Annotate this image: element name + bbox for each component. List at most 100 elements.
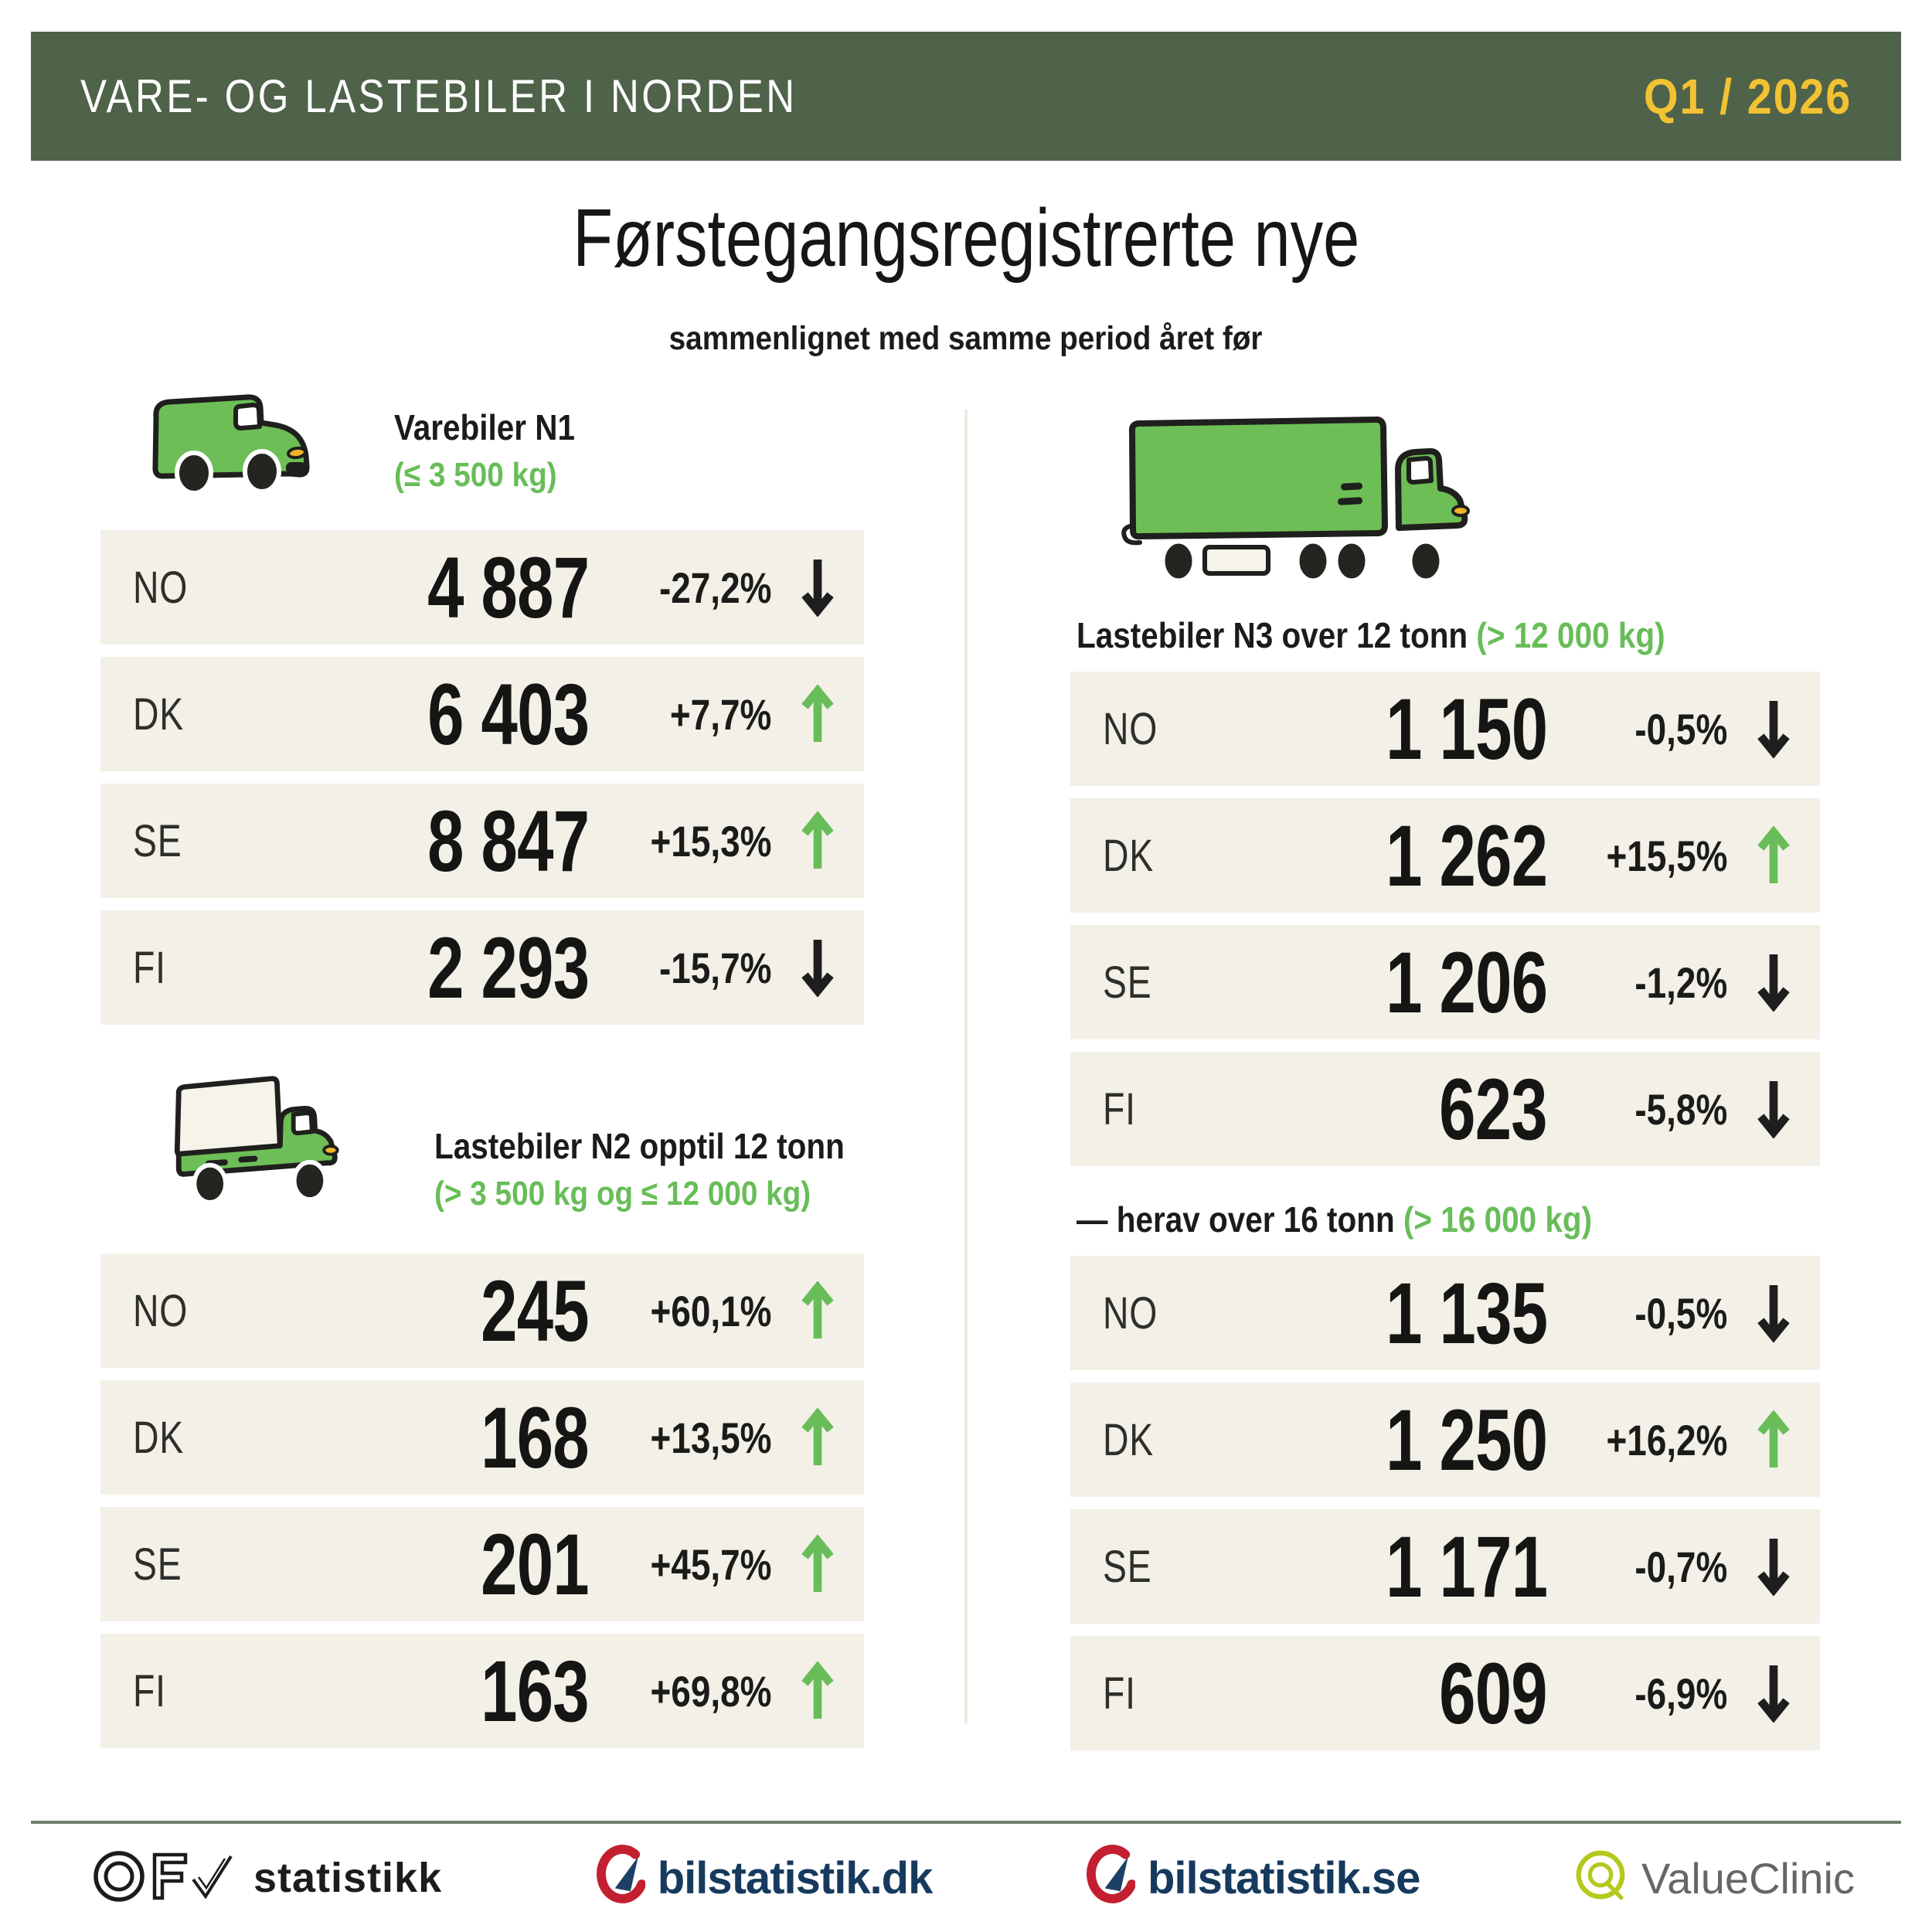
country-code: DK	[1103, 1414, 1155, 1465]
country-code: DK	[1103, 830, 1155, 881]
country-code: NO	[133, 1285, 189, 1336]
bilstatistik-se-logo[interactable]: bilstatistik.se	[1086, 1843, 1420, 1913]
table-row: DK 1 250 +16,2%	[1070, 1383, 1820, 1497]
registration-count: 623	[1439, 1060, 1548, 1158]
bilstatistik-dk-logo[interactable]: bilstatistik.dk	[596, 1843, 933, 1913]
change-percent: -27,2%	[658, 563, 771, 612]
registration-count: 1 135	[1385, 1264, 1548, 1362]
trend-up-arrow-icon	[791, 1662, 838, 1720]
header-banner: VARE- OG LASTEBILER I NORDEN Q1 / 2026	[31, 32, 1901, 161]
table-row: DK 6 403 +7,7%	[100, 657, 864, 771]
change-percent: +16,2%	[1605, 1415, 1727, 1464]
trend-up-arrow-icon	[791, 811, 838, 870]
trend-down-arrow-icon	[1747, 1537, 1794, 1596]
footer-divider	[31, 1821, 1901, 1824]
trend-down-arrow-icon	[1747, 1284, 1794, 1342]
change-percent: -1,2%	[1634, 957, 1727, 1007]
registration-count: 245	[481, 1262, 590, 1359]
footer-logos: statistikk bilstatistik.dk bilstatistik.…	[91, 1841, 1855, 1915]
table-row: NO 245 +60,1%	[100, 1253, 864, 1368]
van-icon	[138, 386, 331, 506]
country-code: NO	[1103, 1287, 1158, 1338]
registration-count: 6 403	[427, 665, 590, 763]
registration-table-n2: NO 245 +60,1% DK 168 +13,5% SE 201 +45,7…	[100, 1253, 864, 1748]
bilstatistik-swoosh-icon	[596, 1843, 647, 1913]
ofv-statistikk-logo[interactable]: statistikk	[91, 1845, 442, 1911]
registration-table-n3: NO 1 150 -0,5% DK 1 262 +15,5% SE 1 206 …	[1070, 672, 1820, 1166]
registration-table-n3-16: NO 1 135 -0,5% DK 1 250 +16,2% SE 1 171 …	[1070, 1256, 1820, 1750]
registration-count: 8 847	[427, 792, 590, 889]
change-percent: +15,3%	[649, 816, 771, 866]
table-row: FI 623 -5,8%	[1070, 1052, 1820, 1166]
change-percent: -0,5%	[1634, 1288, 1727, 1338]
registration-count: 163	[481, 1642, 590, 1740]
ofv-mark-icon	[91, 1845, 238, 1911]
trend-down-arrow-icon	[1747, 699, 1794, 758]
registration-count: 2 293	[427, 919, 590, 1016]
country-code: DK	[133, 1412, 185, 1463]
registration-count: 609	[1439, 1645, 1548, 1742]
registration-table-n1: NO 4 887 -27,2% DK 6 403 +7,7% SE 8 847 …	[100, 530, 864, 1025]
header-title: VARE- OG LASTEBILER I NORDEN	[80, 70, 798, 122]
trend-down-arrow-icon	[1747, 1664, 1794, 1723]
change-percent: -15,7%	[658, 943, 771, 992]
trend-up-arrow-icon	[791, 1281, 838, 1340]
valueclinic-logo[interactable]: ValueClinic	[1573, 1846, 1855, 1910]
change-percent: -0,5%	[1634, 704, 1727, 753]
country-code: FI	[133, 942, 166, 993]
change-percent: -5,8%	[1634, 1084, 1727, 1134]
country-code: FI	[1103, 1083, 1136, 1134]
country-code: SE	[133, 1539, 182, 1590]
change-percent: +69,8%	[649, 1666, 771, 1716]
table-row: FI 163 +69,8%	[100, 1634, 864, 1748]
trend-up-arrow-icon	[791, 1408, 838, 1467]
registration-count: 1 250	[1385, 1391, 1548, 1488]
section-n3-label: Lastebiler N3 over 12 tonn (> 12 000 kg)	[1077, 615, 1665, 655]
page-subtitle: sammenlignet med samme period året før	[669, 320, 1263, 357]
country-code: SE	[1103, 1541, 1152, 1592]
section-n2-header: Lastebiler N2 opptil 12 tonn (> 3 500 kg…	[100, 1073, 864, 1227]
table-row: FI 609 -6,9%	[1070, 1636, 1820, 1750]
section-n1-name: Varebiler N1	[394, 407, 576, 447]
table-row: NO 1 135 -0,5%	[1070, 1256, 1820, 1370]
trend-up-arrow-icon	[1747, 826, 1794, 885]
section-n3-16-weight: (> 16 000 kg)	[1403, 1199, 1593, 1240]
left-column: Varebiler N1 (≤ 3 500 kg) NO 4 887 -27,2…	[100, 386, 864, 1760]
change-percent: +7,7%	[669, 689, 771, 739]
trend-up-arrow-icon	[1747, 1410, 1794, 1469]
trend-down-arrow-icon	[1747, 1080, 1794, 1138]
table-row: SE 1 171 -0,7%	[1070, 1509, 1820, 1624]
change-percent: -6,9%	[1634, 1668, 1727, 1718]
registration-count: 1 262	[1385, 807, 1548, 904]
change-percent: +15,5%	[1605, 831, 1727, 880]
trend-up-arrow-icon	[791, 685, 838, 743]
country-code: SE	[1103, 957, 1152, 1008]
section-n1-header: Varebiler N1 (≤ 3 500 kg)	[100, 386, 864, 502]
valueclinic-q-icon	[1573, 1846, 1631, 1910]
registration-count: 1 171	[1385, 1518, 1548, 1615]
table-row: SE 8 847 +15,3%	[100, 784, 864, 898]
change-percent: -0,7%	[1634, 1542, 1727, 1591]
section-n1-weight: (≤ 3 500 kg)	[394, 456, 557, 494]
table-row: DK 168 +13,5%	[100, 1380, 864, 1495]
registration-count: 1 206	[1385, 934, 1548, 1031]
country-code: FI	[1103, 1668, 1136, 1719]
registration-count: 201	[481, 1515, 590, 1613]
registration-count: 168	[481, 1389, 590, 1486]
table-row: NO 4 887 -27,2%	[100, 530, 864, 645]
trend-down-arrow-icon	[791, 938, 838, 997]
section-n2-weight: (> 3 500 kg og ≤ 12 000 kg)	[434, 1175, 811, 1213]
table-row: SE 1 206 -1,2%	[1070, 925, 1820, 1039]
bilstatistik-swoosh-icon	[1086, 1843, 1137, 1913]
page-title: Førstegangsregistrerte nye	[572, 192, 1360, 284]
country-code: DK	[133, 689, 185, 740]
header-period-badge: Q1 / 2026	[1643, 68, 1852, 124]
bilstatistik-se-text: bilstatistik.se	[1147, 1852, 1420, 1903]
registration-count: 1 150	[1385, 680, 1548, 777]
country-code: NO	[1103, 703, 1158, 754]
change-percent: +60,1%	[649, 1286, 771, 1335]
country-code: FI	[133, 1665, 166, 1716]
country-code: NO	[133, 562, 189, 613]
valueclinic-text: ValueClinic	[1641, 1853, 1855, 1903]
